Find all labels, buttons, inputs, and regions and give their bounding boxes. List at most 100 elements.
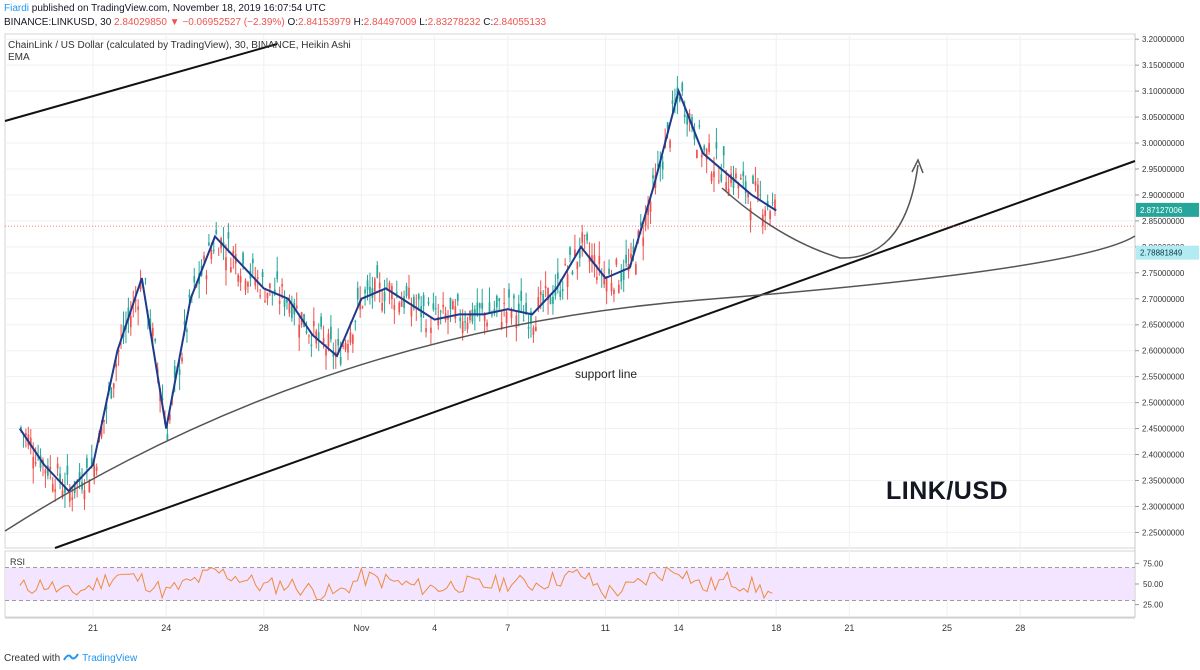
y-tick-label: 2.50000000 [1142, 399, 1185, 408]
pair-label: LINK/USD [886, 477, 1009, 505]
candle-body [405, 286, 408, 296]
candle-body [454, 306, 457, 319]
candle-body [613, 289, 615, 295]
candle-body [239, 276, 242, 283]
candle-body [54, 489, 57, 492]
candle-body [303, 314, 305, 327]
candle-body [430, 327, 432, 333]
candle-body [59, 473, 61, 483]
candle-body [622, 268, 625, 281]
candle-body [610, 283, 613, 292]
y-tick-label: 3.00000000 [1142, 139, 1185, 148]
candle-body [369, 286, 371, 294]
chart-legend: ChainLink / US Dollar (calculated by Tra… [8, 40, 351, 64]
candle-body [44, 469, 47, 474]
candle-body [522, 320, 525, 322]
tradingview-brand[interactable]: TradingView [82, 653, 138, 664]
candle-body [305, 331, 308, 333]
candle-body [278, 300, 281, 304]
candle-body [593, 255, 596, 266]
candle-body [144, 278, 147, 280]
candle-body [425, 328, 427, 333]
candle-body [696, 150, 698, 159]
candle-body [737, 182, 740, 189]
y-tick-label: 2.70000000 [1142, 295, 1185, 304]
candle-body [320, 316, 322, 327]
candle-body [371, 288, 374, 298]
candle-body [51, 484, 54, 492]
candle-body [744, 181, 747, 194]
candle-body [456, 294, 459, 301]
candle-body [161, 398, 164, 400]
candle-body [342, 345, 344, 347]
candle-body [591, 255, 593, 263]
y-tick-label: 2.75000000 [1142, 269, 1185, 278]
candle-body [727, 188, 730, 196]
price-badge-ema [1136, 245, 1199, 260]
candle-body [237, 275, 240, 282]
candle-body [532, 327, 535, 335]
y-tick-label: 2.55000000 [1142, 373, 1185, 382]
author-link[interactable]: Fiardi [4, 3, 30, 14]
candle-body [310, 344, 313, 347]
footer: Created with TradingView [4, 652, 137, 665]
candle-body [620, 272, 623, 282]
candle-body [574, 249, 576, 257]
candle-body [364, 289, 366, 294]
candle-body [244, 280, 247, 290]
open-value: 2.84153979 [298, 17, 351, 28]
candle-body [117, 349, 120, 352]
candle-body [447, 317, 449, 320]
candle-body [359, 300, 362, 310]
candle-body [652, 175, 654, 179]
candle-body [556, 272, 559, 279]
rsi-tick-label: 50.00 [1143, 580, 1164, 589]
candle-body [500, 322, 503, 329]
candle-body [571, 271, 574, 275]
candle-body [491, 314, 493, 316]
candle-body [527, 326, 530, 329]
candle-body [354, 321, 357, 323]
candle-body [208, 242, 210, 246]
y-tick-label: 3.10000000 [1142, 87, 1185, 96]
candle-body [698, 125, 701, 127]
candle-body [708, 142, 710, 152]
candle-body [659, 163, 662, 168]
candle-body [693, 129, 696, 140]
candle-body [671, 100, 674, 105]
candle-body [581, 232, 584, 243]
candle-body [432, 303, 435, 310]
candle-body [439, 311, 442, 313]
candle-body [683, 114, 686, 118]
candle-body [339, 356, 342, 365]
candle-body [647, 207, 649, 216]
y-tick-label: 2.35000000 [1142, 477, 1185, 486]
candle-body [427, 301, 430, 304]
candle-body [103, 419, 105, 423]
candle-body [139, 280, 142, 290]
candle-body [413, 296, 415, 308]
x-tick-label: 21 [844, 623, 854, 633]
chart-header: Fiardi published on TradingView.com, Nov… [0, 0, 1200, 36]
candle-body [78, 472, 81, 482]
candle-body [395, 292, 398, 294]
candle-body [547, 287, 549, 301]
candle-body [700, 155, 703, 158]
x-tick-label: 28 [1015, 623, 1025, 633]
candle-body [461, 321, 464, 334]
price-pane [4, 33, 1136, 549]
candle-body [474, 309, 476, 316]
candle-body [215, 229, 218, 234]
candle-body [686, 116, 688, 125]
candle-body [129, 316, 132, 328]
candle-body [630, 253, 632, 259]
candle-body [661, 161, 664, 170]
candle-body [376, 265, 379, 278]
candle-body [276, 271, 279, 280]
candle-body [537, 297, 540, 309]
candle-body [669, 140, 671, 148]
candle-body [212, 250, 215, 252]
candle-body [283, 299, 286, 307]
x-tick-label: 18 [771, 623, 781, 633]
